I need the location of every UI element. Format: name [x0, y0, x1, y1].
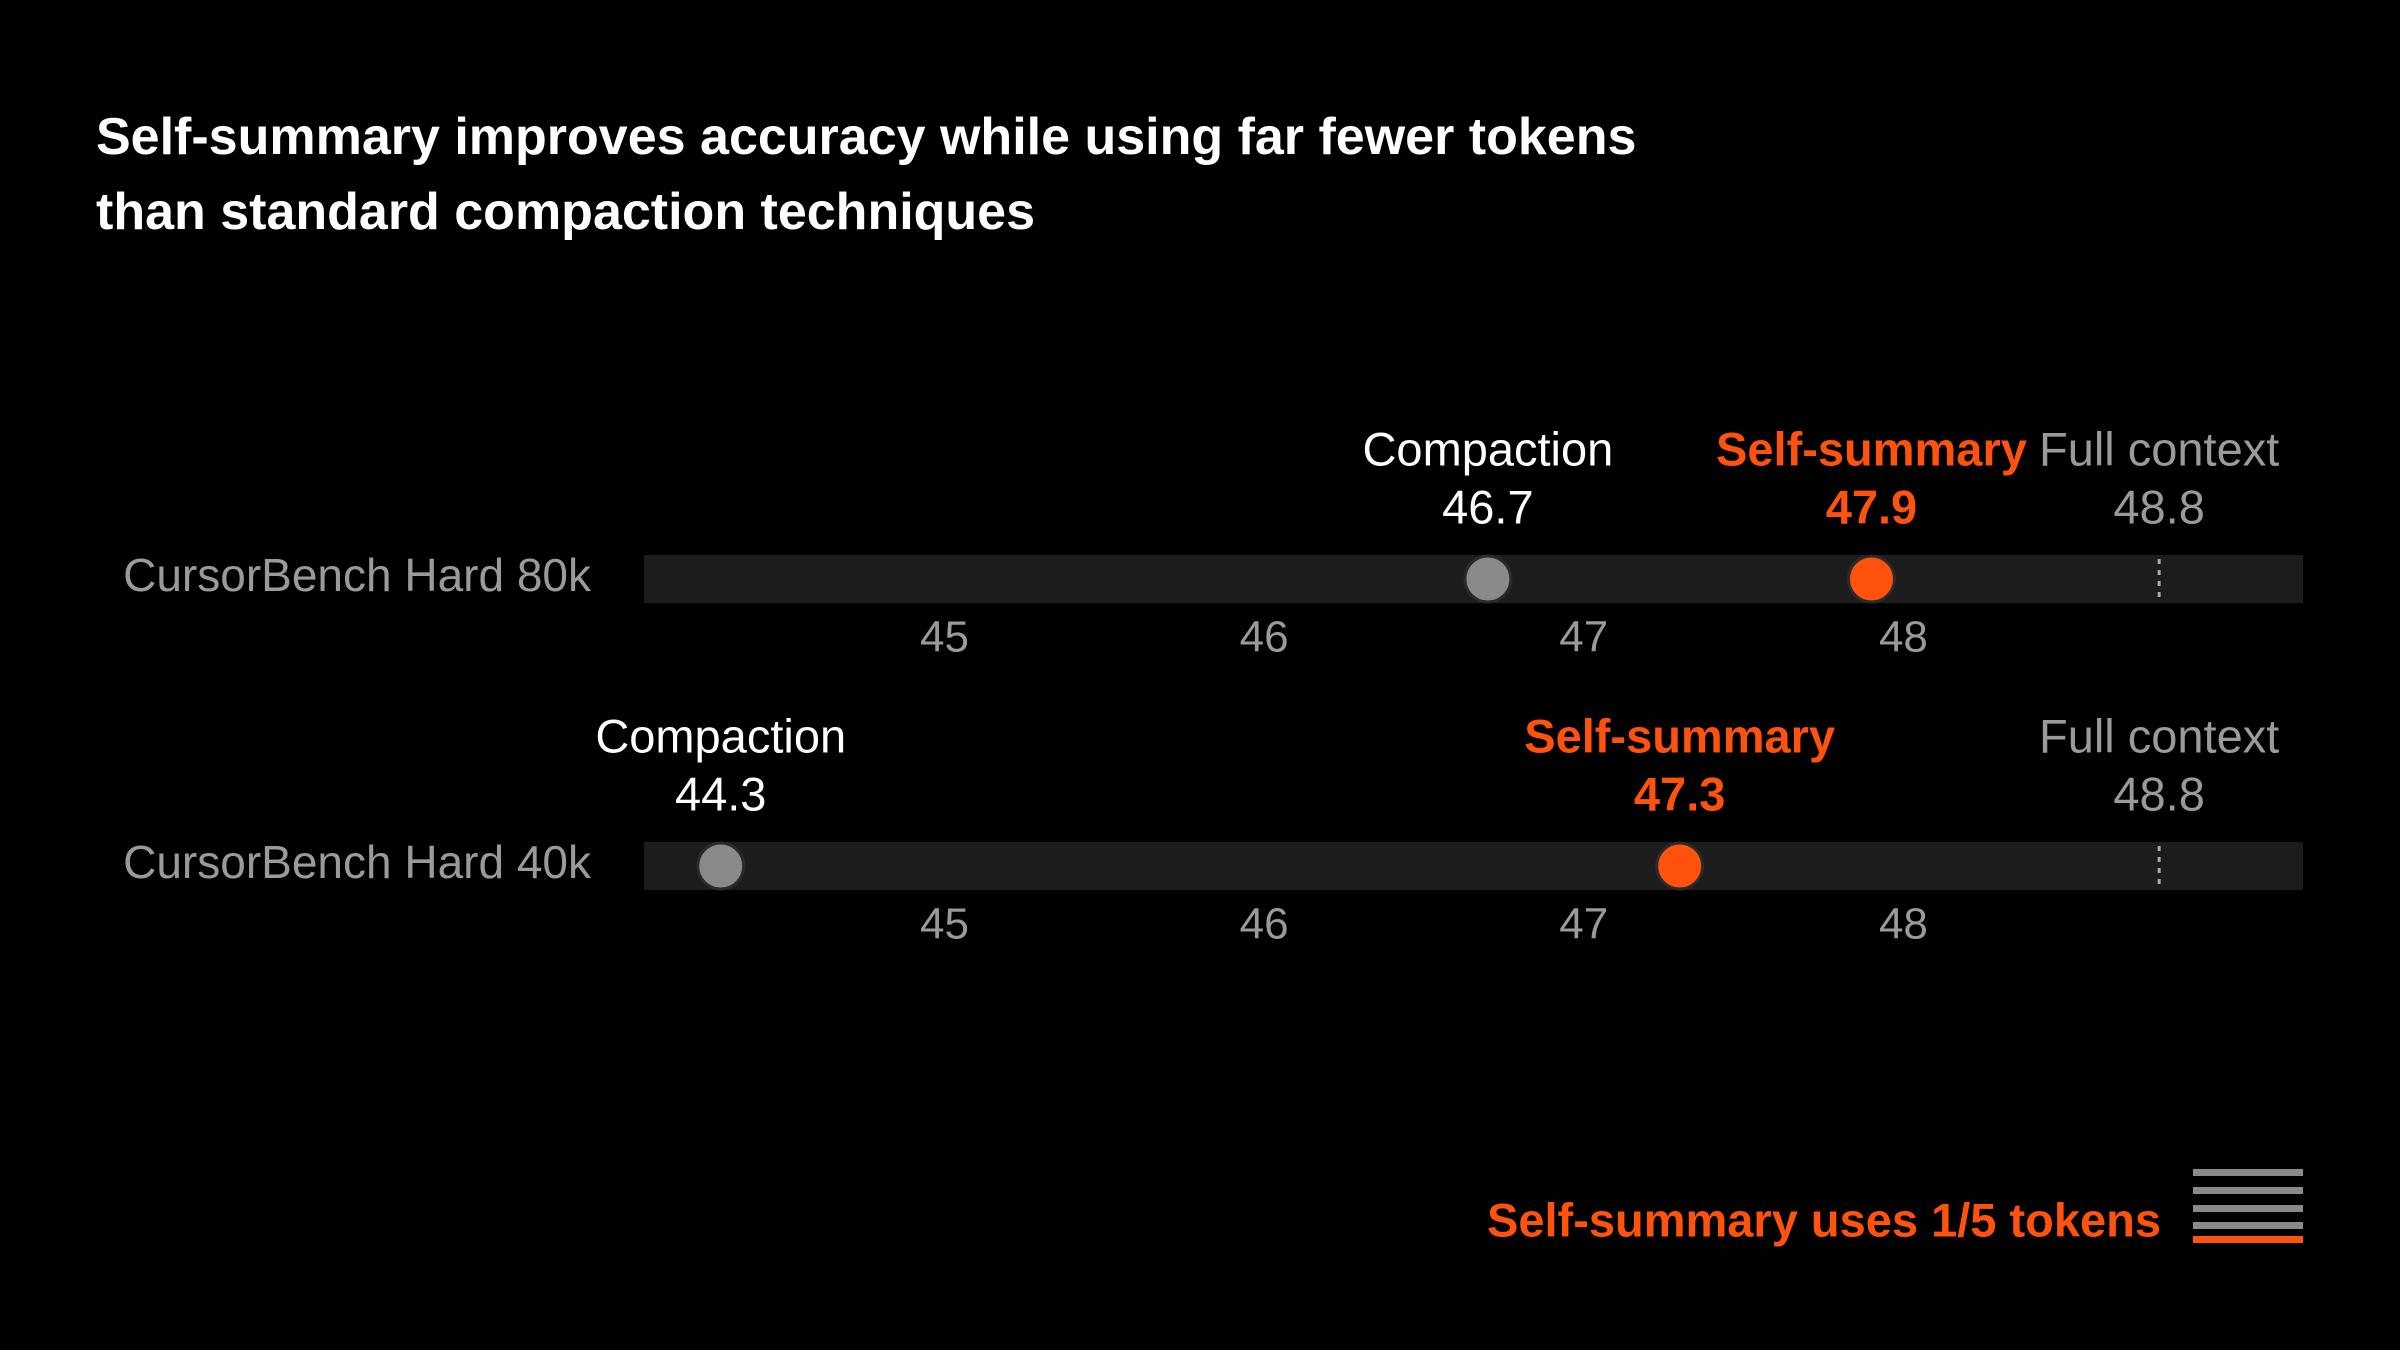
dot — [1463, 554, 1513, 604]
series-label: Full context — [2039, 422, 2279, 475]
x-tick-label: 45 — [920, 900, 969, 949]
annotation: Self-summary uses 1/5 tokens — [1487, 1193, 2161, 1246]
value-label: 48.8 — [2113, 480, 2204, 533]
row-label: CursorBench Hard 80k — [123, 549, 592, 601]
x-tick-label: 48 — [1879, 900, 1928, 949]
x-tick-label: 47 — [1559, 613, 1608, 662]
x-tick-label: 47 — [1559, 900, 1608, 949]
value-label: 47.9 — [1826, 480, 1917, 533]
series-label: Compaction — [1362, 422, 1613, 475]
series-label: Compaction — [595, 709, 846, 762]
value-label: 48.8 — [2113, 767, 2204, 820]
x-tick-label: 46 — [1240, 900, 1289, 949]
value-label: 46.7 — [1442, 480, 1533, 533]
icon-bar — [2193, 1187, 2303, 1194]
icon-bar — [2193, 1169, 2303, 1176]
series-label: Self-summary — [1716, 422, 2027, 475]
dot — [1655, 841, 1705, 891]
x-tick-label: 45 — [920, 613, 969, 662]
x-tick-label: 48 — [1879, 613, 1928, 662]
row-label: CursorBench Hard 40k — [123, 836, 592, 888]
dot — [696, 841, 746, 891]
series-label: Self-summary — [1524, 709, 1835, 762]
icon-bar — [2193, 1236, 2303, 1243]
track — [644, 842, 2303, 890]
icon-bar — [2193, 1205, 2303, 1212]
token-icon — [2193, 1169, 2303, 1243]
series-label: Full context — [2039, 709, 2279, 762]
x-tick-label: 46 — [1240, 613, 1289, 662]
value-label: 44.3 — [675, 767, 766, 820]
chart-title: Self-summary improves accuracy while usi… — [96, 108, 1637, 241]
value-label: 47.3 — [1634, 767, 1725, 820]
dot — [1846, 554, 1896, 604]
icon-bar — [2193, 1222, 2303, 1229]
